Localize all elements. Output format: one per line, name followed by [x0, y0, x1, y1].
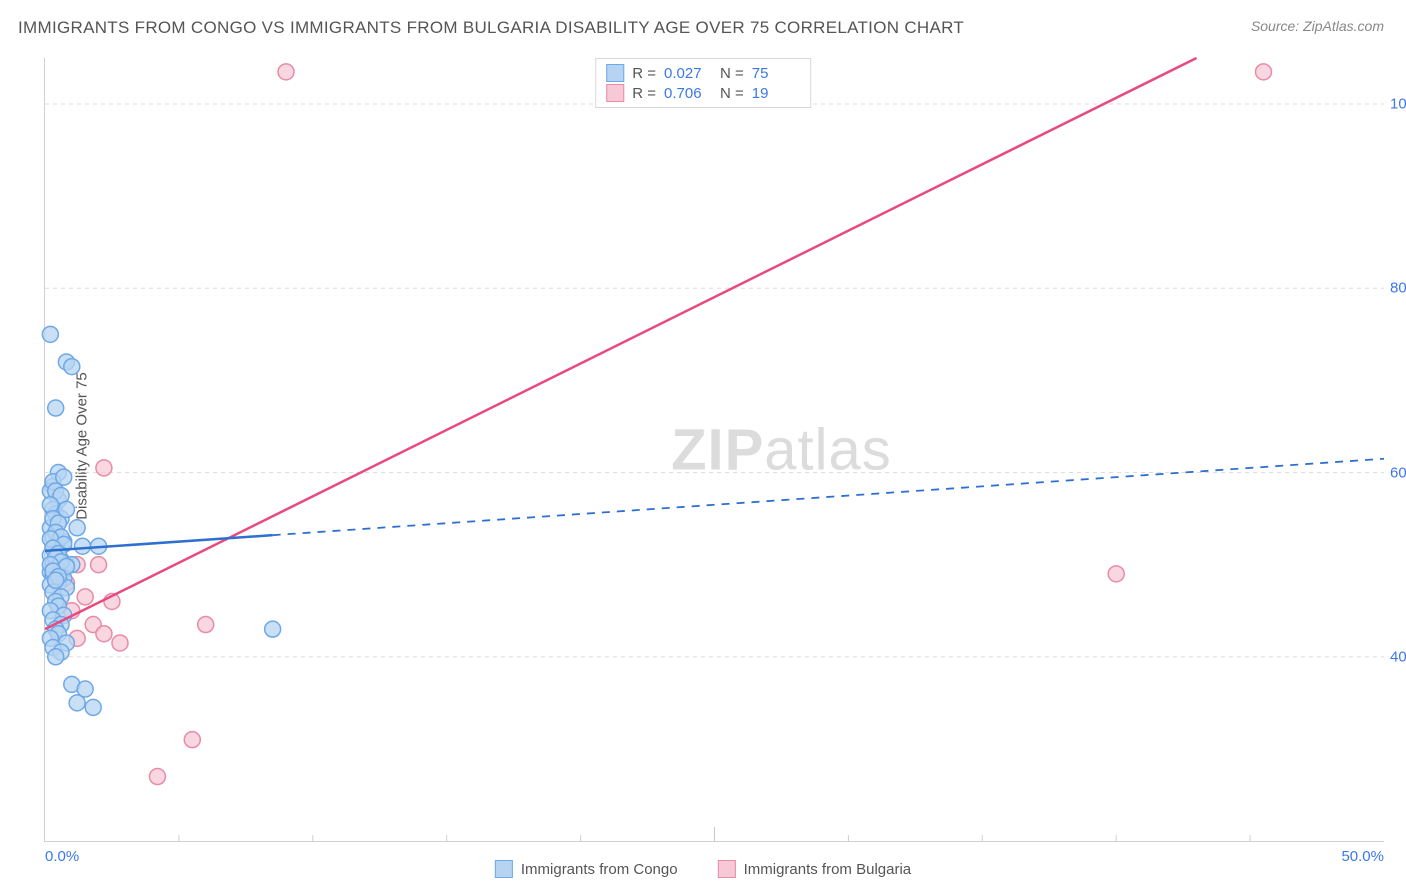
source-attribution: Source: ZipAtlas.com — [1251, 18, 1384, 34]
r-value-bulgaria: 0.706 — [664, 85, 712, 102]
legend-item-congo: Immigrants from Congo — [495, 860, 678, 878]
r-value-congo: 0.027 — [664, 65, 712, 82]
legend-item-bulgaria: Immigrants from Bulgaria — [718, 860, 912, 878]
swatch-bulgaria — [606, 84, 624, 102]
y-tick-label: 80.0% — [1390, 280, 1406, 297]
chart-container: IMMIGRANTS FROM CONGO VS IMMIGRANTS FROM… — [0, 0, 1406, 892]
legend-label-congo: Immigrants from Congo — [521, 861, 678, 878]
swatch-congo — [606, 64, 624, 82]
y-tick-label: 100.0% — [1390, 96, 1406, 113]
legend-label-bulgaria: Immigrants from Bulgaria — [744, 861, 912, 878]
swatch-congo — [495, 860, 513, 878]
y-tick-label: 40.0% — [1390, 648, 1406, 665]
n-value-bulgaria: 19 — [752, 85, 800, 102]
n-label: N = — [720, 65, 744, 82]
swatch-bulgaria — [718, 860, 736, 878]
chart-title: IMMIGRANTS FROM CONGO VS IMMIGRANTS FROM… — [18, 18, 964, 38]
x-tick-label: 0.0% — [45, 848, 79, 865]
r-label: R = — [632, 65, 656, 82]
series-legend: Immigrants from Congo Immigrants from Bu… — [495, 860, 911, 878]
r-label: R = — [632, 85, 656, 102]
correlation-legend: R = 0.027 N = 75 R = 0.706 N = 19 — [595, 58, 811, 108]
legend-row-congo: R = 0.027 N = 75 — [606, 63, 800, 83]
y-tick-label: 60.0% — [1390, 464, 1406, 481]
scatter-svg — [45, 58, 1384, 841]
n-label: N = — [720, 85, 744, 102]
x-tick-label: 50.0% — [1341, 848, 1384, 865]
n-value-congo: 75 — [752, 65, 800, 82]
plot-area: ZIPatlas 40.0%60.0%80.0%100.0%0.0%50.0% — [44, 58, 1384, 842]
legend-row-bulgaria: R = 0.706 N = 19 — [606, 83, 800, 103]
